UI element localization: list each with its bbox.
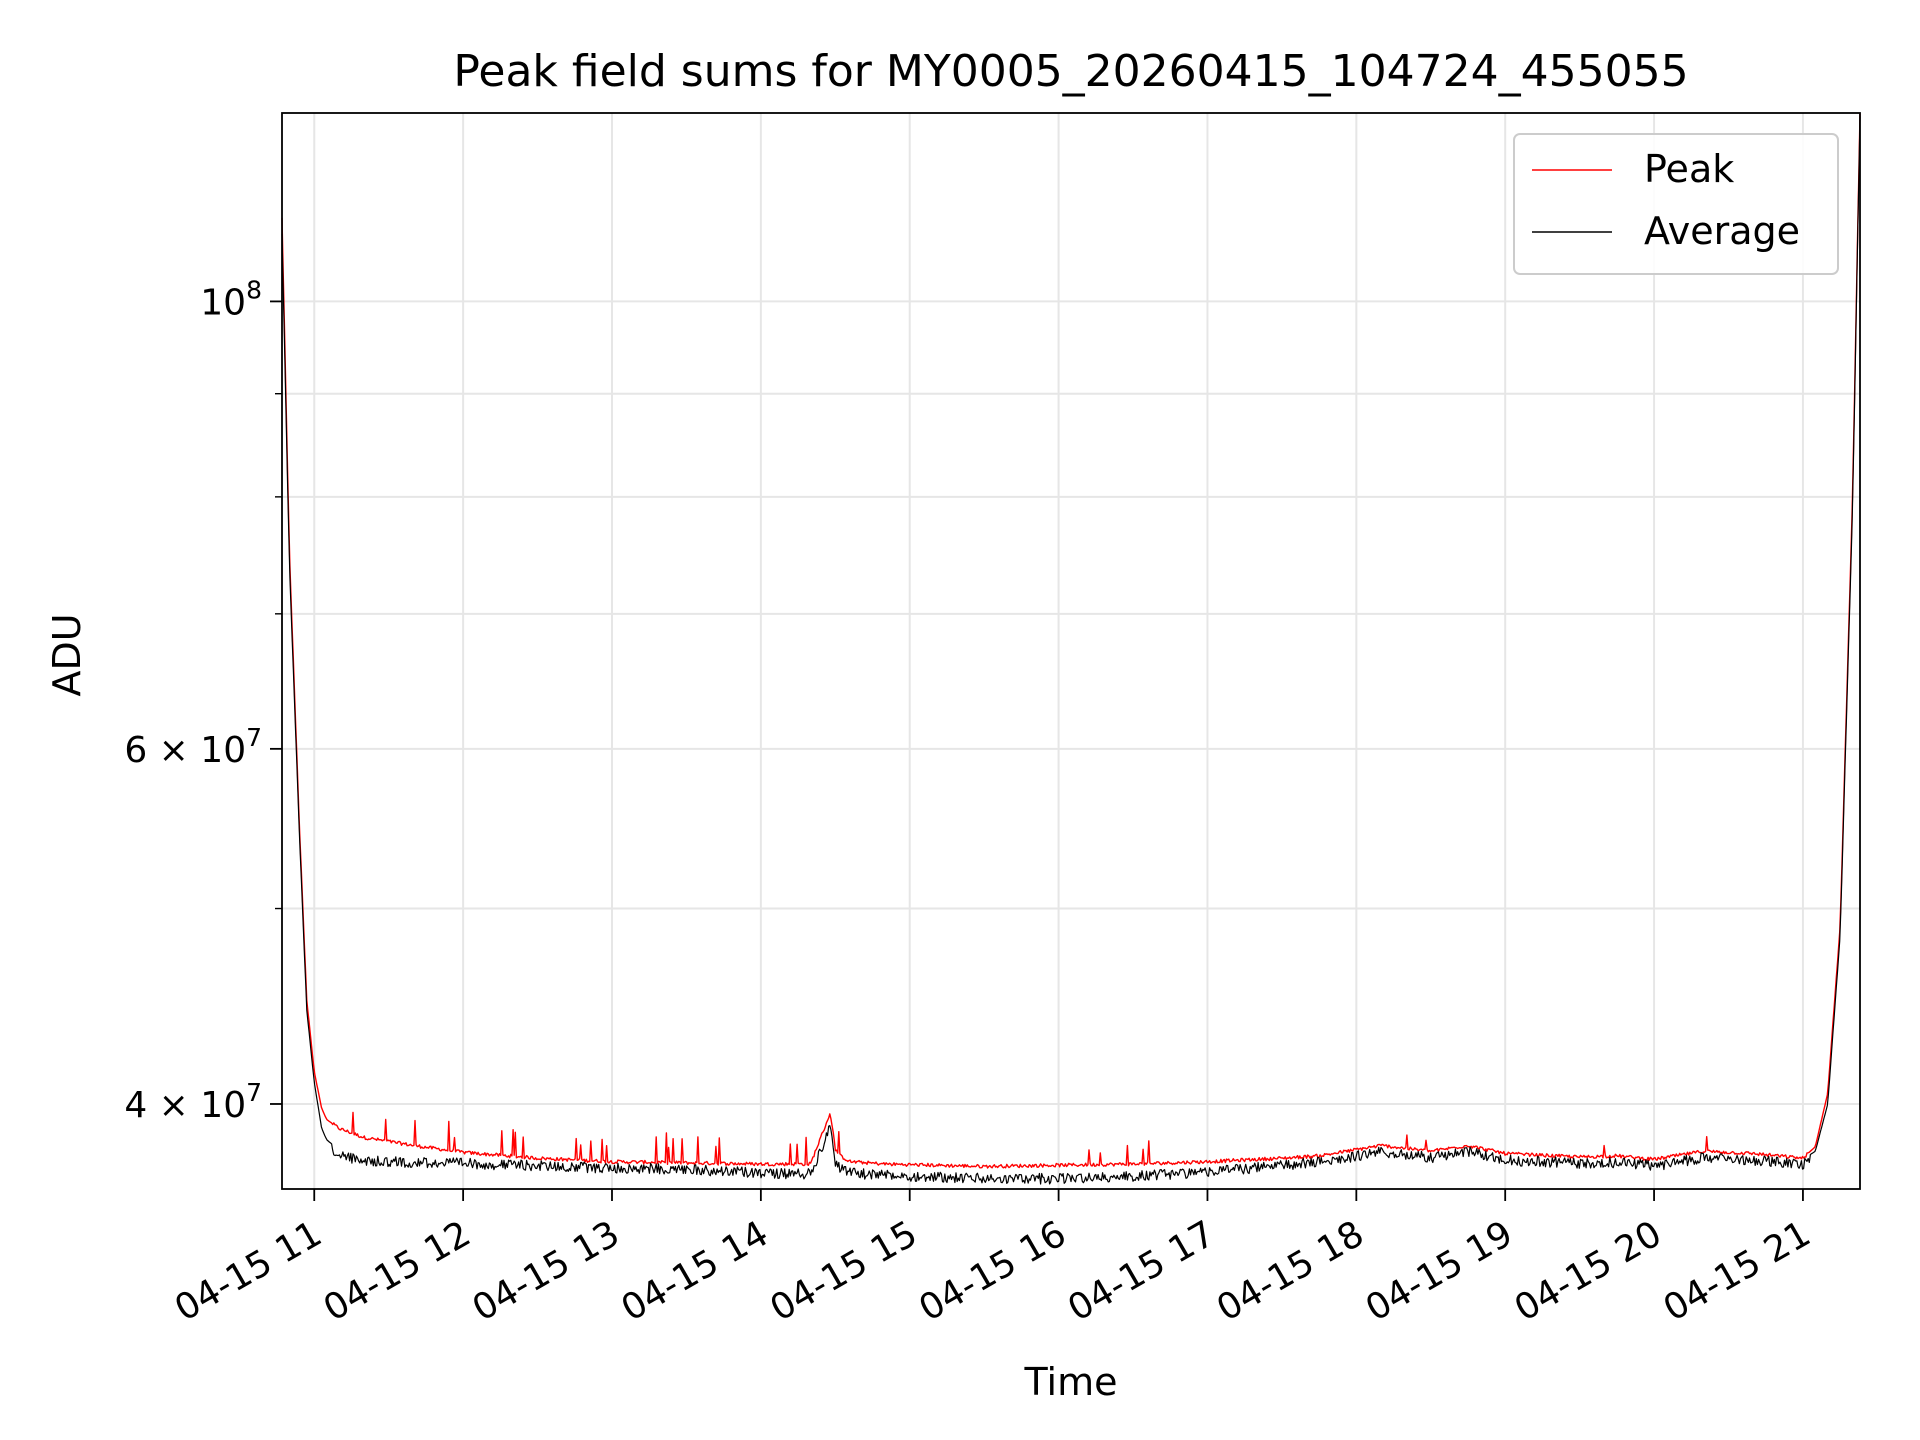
plot-lines — [281, 112, 1861, 1185]
legend-box — [1513, 133, 1839, 275]
chart-title: Peak field sums for MY0005_20260415_1047… — [453, 46, 1688, 97]
series-line-peak — [281, 112, 1861, 1169]
axes-frame — [281, 112, 1861, 1190]
y-tick-label: 4 × 107 — [124, 1078, 262, 1126]
legend: Peak Average — [1513, 133, 1839, 275]
legend-label-average: Average — [1644, 209, 1800, 253]
legend-label-peak: Peak — [1644, 147, 1734, 191]
x-axis-label: Time — [1024, 1360, 1118, 1404]
grid — [282, 113, 1860, 1189]
series-line-average — [281, 116, 1861, 1185]
y-tick-label: 108 — [200, 275, 262, 323]
y-axis-label: ADU — [45, 613, 89, 696]
y-tick-label: 6 × 107 — [124, 723, 262, 771]
y-ticks: 108 6 × 107 4 × 107 — [124, 275, 282, 1126]
